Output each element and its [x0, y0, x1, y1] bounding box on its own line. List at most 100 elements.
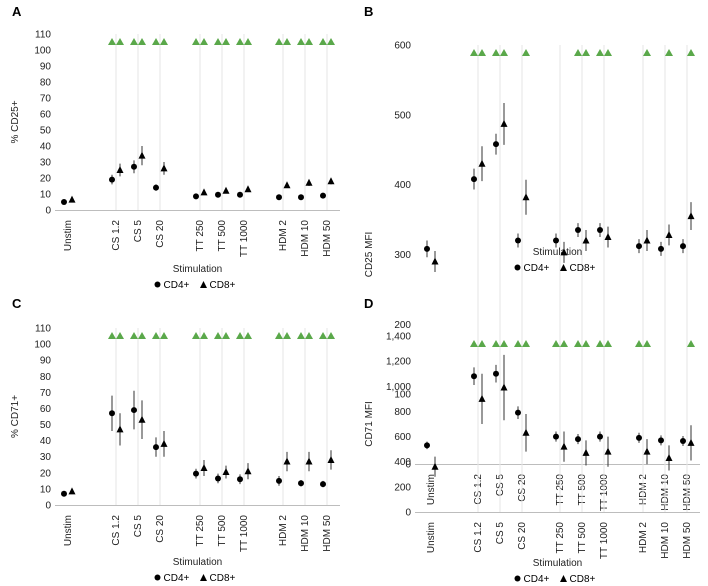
significance-marker [514, 340, 522, 347]
data-point-CD8+ [116, 166, 124, 173]
y-axis-label: CD25 MFI [364, 232, 375, 278]
y-tick-label: 70 [40, 388, 52, 399]
data-point-CD4+ [424, 245, 430, 252]
legend-label: CD8+ [570, 574, 596, 585]
y-tick-label: 0 [405, 508, 411, 519]
panel-label: D [364, 296, 373, 311]
legend-label: CD4+ [524, 574, 550, 585]
data-point-CD8+ [327, 455, 335, 463]
significance-marker [522, 340, 530, 347]
y-tick-label: 110 [35, 324, 51, 335]
significance-marker [560, 340, 568, 347]
significance-marker [192, 332, 200, 339]
y-tick-label: 100 [394, 390, 411, 401]
y-tick-label: 40 [40, 436, 52, 447]
category-label: CS 1.2 [111, 515, 122, 546]
y-tick-label: 0 [45, 501, 51, 512]
significance-marker [327, 332, 335, 339]
data-point-CD8+ [478, 394, 486, 402]
data-point-CD4+ [153, 184, 159, 191]
significance-marker [574, 49, 582, 56]
data-point-CD8+ [283, 457, 291, 465]
category-label: TT 1000 [239, 515, 250, 552]
panel-label: C [12, 296, 22, 311]
significance-marker [596, 49, 604, 56]
x-axis-label: Stimulation [173, 557, 222, 568]
data-point-CD8+ [687, 212, 695, 220]
legend-label: CD8+ [570, 263, 596, 274]
category-label: CS 1.2 [473, 522, 484, 553]
data-point-CD8+ [643, 236, 651, 244]
significance-marker [222, 38, 230, 45]
data-point-CD8+ [560, 248, 568, 256]
panel-label: A [12, 4, 22, 19]
data-point-CD4+ [658, 245, 664, 252]
significance-marker [492, 49, 500, 56]
significance-marker [160, 38, 168, 45]
data-point-CD4+ [153, 444, 159, 451]
data-point-CD4+ [680, 437, 686, 444]
category-label: Unstim [63, 220, 74, 251]
legend-label: CD4+ [524, 263, 550, 274]
category-label: HDM 2 [278, 515, 289, 547]
data-point-CD8+ [582, 448, 590, 456]
y-tick-label: 400 [394, 180, 411, 191]
y-tick-label: 10 [40, 190, 52, 201]
significance-marker [192, 38, 200, 45]
category-label: CS 5 [495, 522, 506, 545]
significance-marker [478, 49, 486, 56]
data-point-CD4+ [636, 243, 642, 250]
category-label: TT 1000 [599, 522, 610, 559]
category-label: TT 250 [195, 220, 206, 252]
y-tick-label: 500 [394, 110, 411, 121]
data-point-CD4+ [131, 407, 137, 414]
significance-marker [319, 38, 327, 45]
data-point-CD8+ [687, 438, 695, 446]
category-label: TT 1000 [239, 220, 250, 257]
y-tick-label: 90 [40, 356, 52, 367]
data-point-CD8+ [283, 181, 291, 189]
data-point-CD4+ [237, 191, 243, 198]
y-tick-label: 20 [40, 174, 52, 185]
data-point-CD8+ [431, 257, 439, 265]
y-tick-label: 30 [40, 158, 52, 169]
significance-marker [138, 38, 146, 45]
category-label: HDM 2 [638, 522, 649, 554]
significance-marker [574, 340, 582, 347]
data-point-CD8+ [222, 186, 230, 194]
significance-marker [214, 38, 222, 45]
data-point-CD8+ [604, 447, 612, 455]
significance-marker [470, 49, 478, 56]
data-point-CD4+ [61, 490, 67, 497]
significance-marker [244, 332, 252, 339]
significance-marker [244, 38, 252, 45]
y-tick-label: 10 [40, 484, 52, 495]
significance-marker [687, 340, 695, 347]
significance-marker [152, 38, 160, 45]
significance-marker [236, 38, 244, 45]
data-point-CD4+ [575, 436, 581, 443]
significance-marker [327, 38, 335, 45]
category-label: TT 500 [217, 220, 228, 252]
data-point-CD4+ [553, 237, 559, 244]
y-tick-label: 200 [394, 320, 411, 331]
data-point-CD4+ [131, 163, 137, 170]
data-point-CD8+ [327, 177, 335, 185]
panel-A: A 0 10 20 30 40 50 60 70 80 90 100 110 % CD25+ Unstim C… [10, 4, 340, 291]
significance-marker [687, 49, 695, 56]
legend-triangle-icon [200, 281, 207, 288]
y-tick-label: 60 [40, 404, 52, 415]
data-point-CD4+ [493, 370, 499, 377]
y-tick-label: 0 [405, 460, 411, 471]
y-tick-label: 1,000 [386, 382, 411, 393]
data-point-CD8+ [68, 195, 76, 203]
y-tick-label: 60 [40, 110, 52, 121]
y-tick-label: 400 [394, 457, 411, 468]
legend-triangle-icon [200, 574, 207, 581]
data-point-CD4+ [658, 437, 664, 444]
y-tick-label: 1,200 [386, 357, 411, 368]
significance-marker [108, 332, 116, 339]
data-point-CD4+ [471, 373, 477, 380]
data-point-CD4+ [215, 191, 221, 198]
